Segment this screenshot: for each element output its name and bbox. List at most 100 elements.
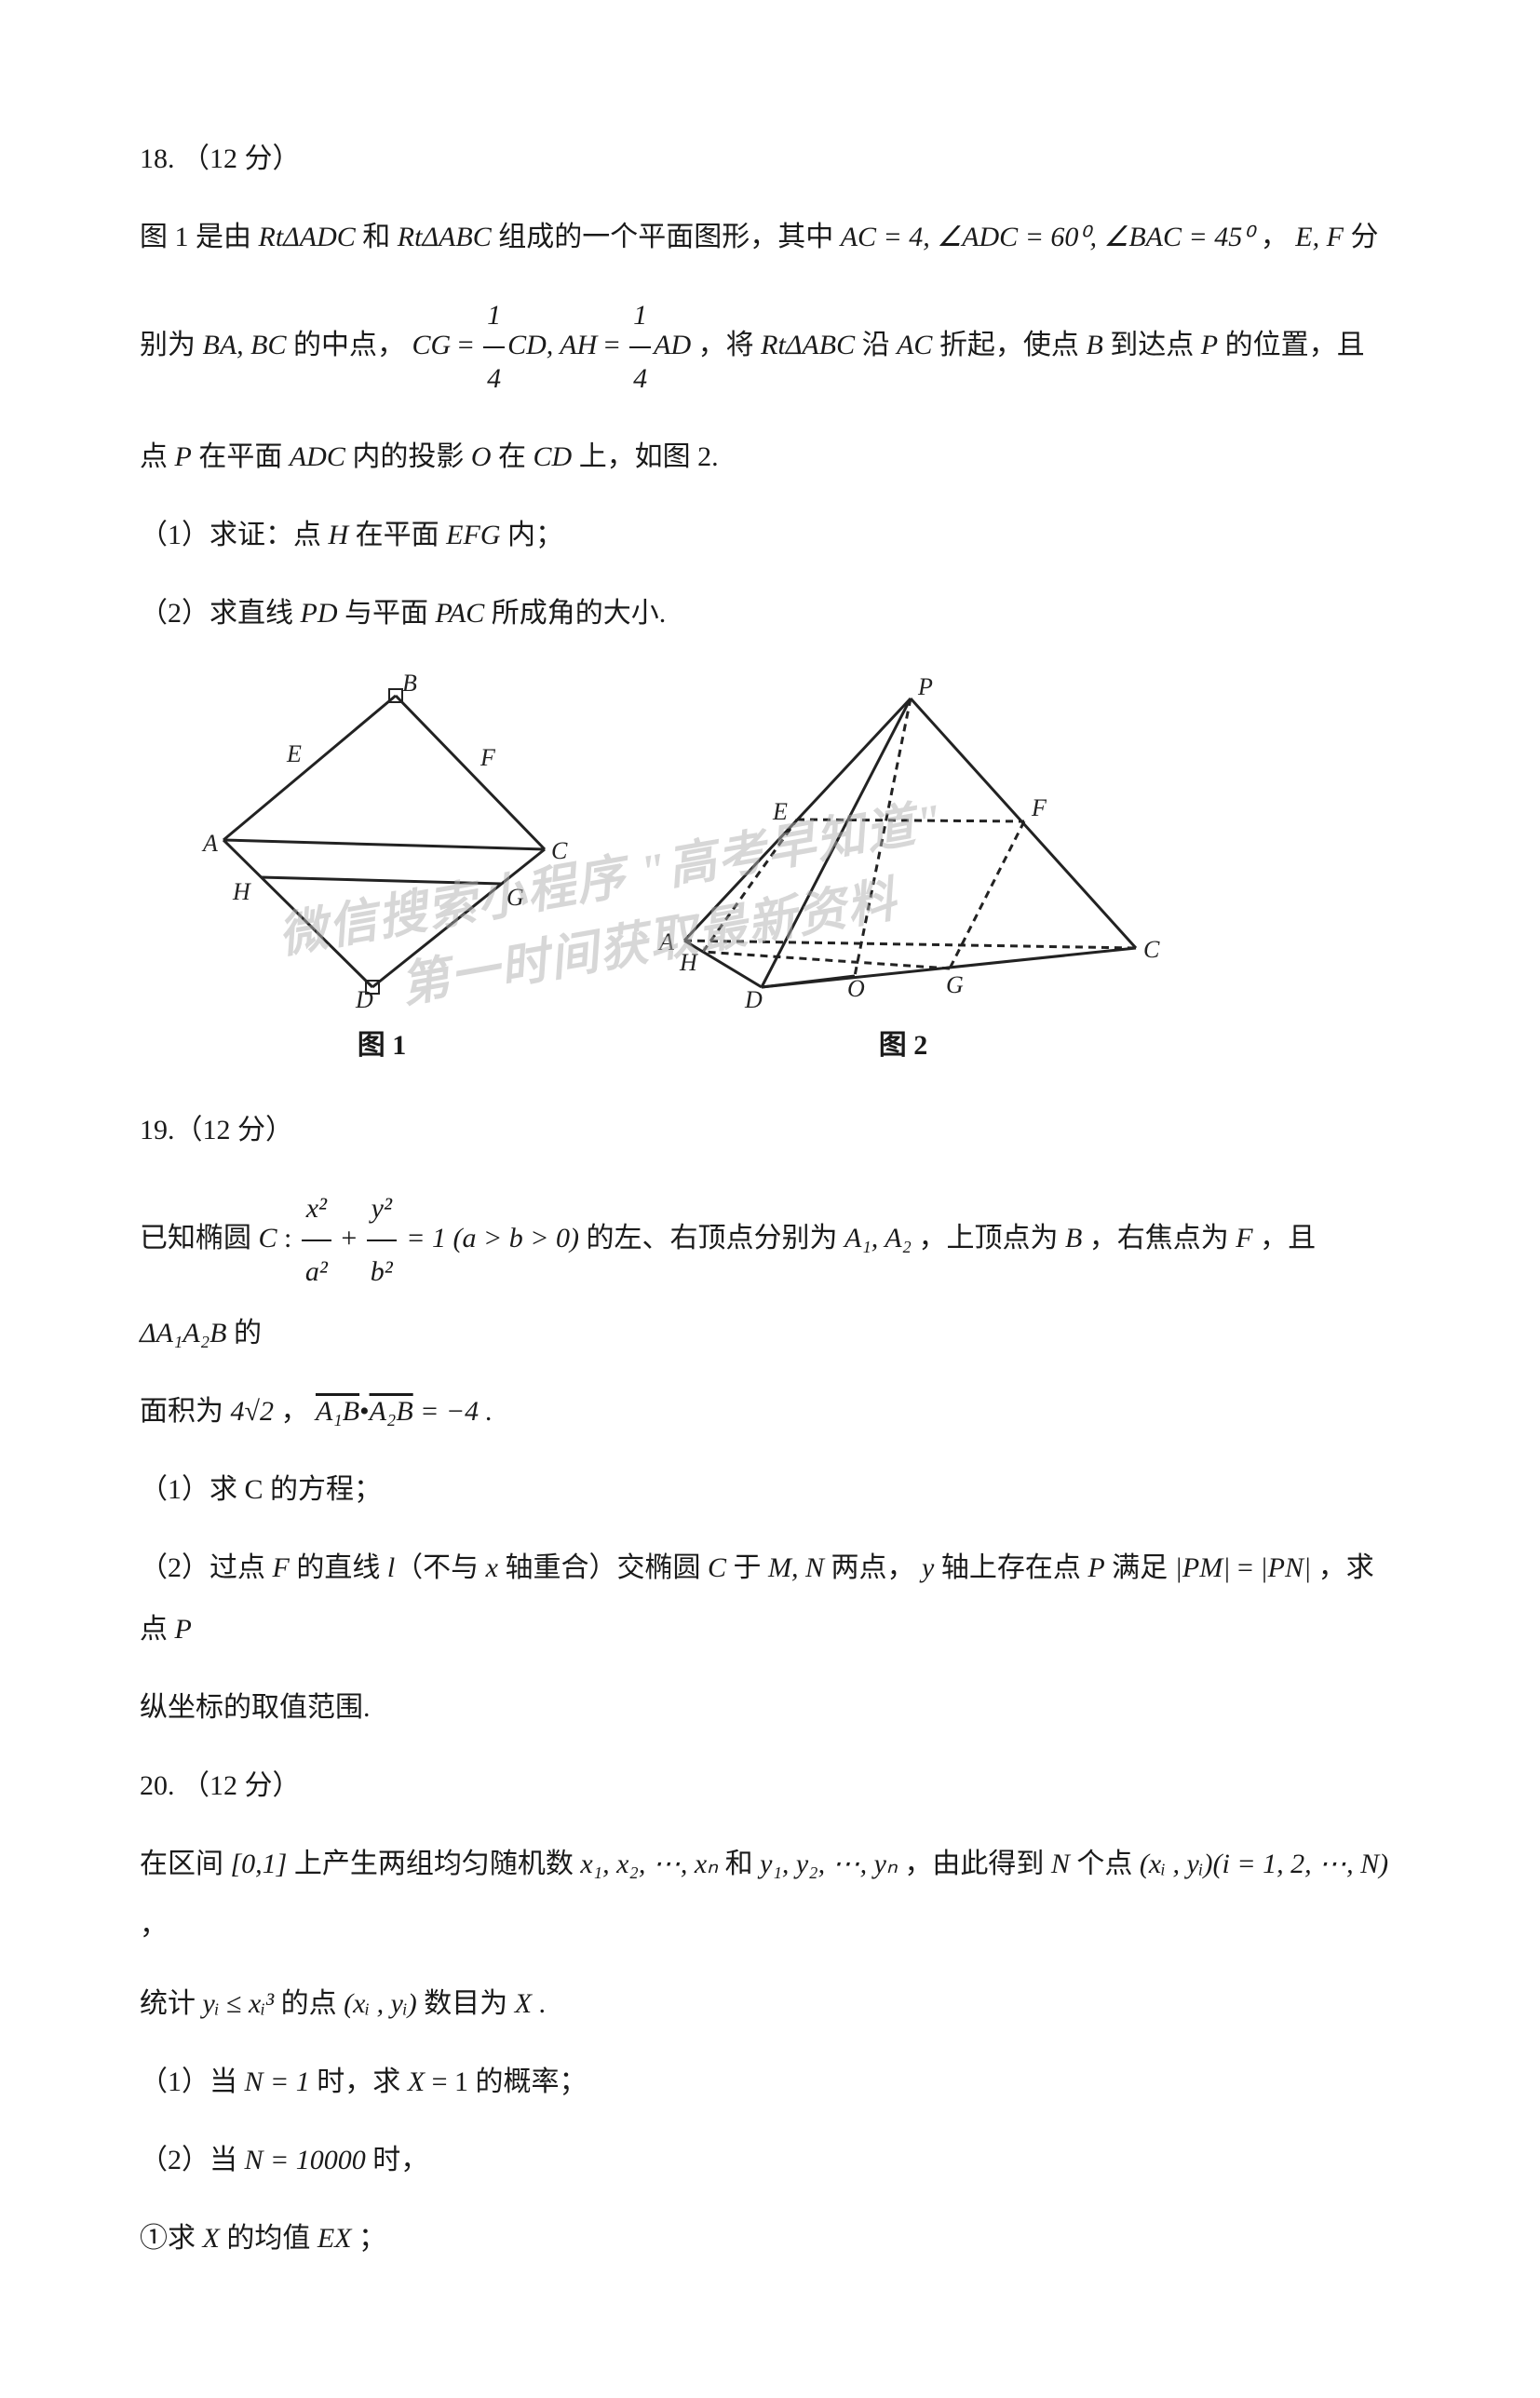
text: （2）当	[140, 2145, 245, 2175]
math: |PM|	[1175, 1552, 1231, 1583]
text: 与平面	[338, 598, 436, 629]
math: H	[329, 520, 349, 550]
math: F	[273, 1552, 290, 1583]
math: C	[259, 1223, 277, 1253]
text: 分	[1344, 222, 1379, 252]
text: 图 1 是由	[140, 222, 259, 252]
math: CD	[534, 441, 573, 472]
text: 组成的一个平面图形，其中	[492, 222, 841, 252]
math: (xᵢ , yᵢ)(i = 1, 2, ⋯, N)	[1140, 1849, 1388, 1879]
math: x	[486, 1552, 498, 1583]
text: 的中点，	[287, 330, 412, 360]
text: ，	[274, 1396, 316, 1427]
math: = 1 (a > b > 0)	[399, 1223, 579, 1253]
svg-text:C: C	[1143, 936, 1160, 963]
text: 的左、右顶点分别为	[579, 1223, 844, 1253]
text: ①求	[140, 2223, 203, 2254]
math: E, F	[1295, 222, 1344, 252]
svg-text:E: E	[286, 740, 302, 767]
text: （1）当	[140, 2066, 245, 2097]
text: 在	[492, 441, 534, 472]
text: 沿	[855, 330, 897, 360]
q18-line1: 图 1 是由 RtΔADC 和 RtΔABC 组成的一个平面图形，其中 AC =…	[140, 207, 1400, 268]
q18-number: 18. （12 分）	[140, 129, 1400, 190]
text: ≤	[220, 1988, 249, 2019]
text: :	[277, 1223, 299, 1253]
numerator: 1	[629, 285, 651, 348]
numerator: x²	[302, 1178, 331, 1241]
q20-sub2: （2）当 N = 10000 时，	[140, 2130, 1400, 2191]
math: P	[1087, 1552, 1104, 1583]
text: 的直线	[290, 1552, 387, 1583]
q20-sub1: （1）当 N = 1 时，求 X = 1 的概率；	[140, 2052, 1400, 2113]
math: AC	[897, 330, 932, 360]
text: 的位置，且	[1218, 330, 1365, 360]
text: （2）求直线	[140, 598, 301, 629]
math: 4√2	[231, 1396, 274, 1427]
svg-text:H: H	[679, 949, 698, 976]
math: AD	[654, 330, 691, 360]
text: （1）求证：点	[140, 520, 329, 550]
math: CG	[412, 330, 452, 360]
math: F	[1236, 1223, 1252, 1253]
text: =	[1230, 1552, 1260, 1583]
math: [0,1]	[231, 1849, 288, 1879]
math: C	[708, 1552, 726, 1583]
text: 统计	[140, 1988, 203, 2019]
text: ，右焦点为	[1082, 1223, 1236, 1253]
denominator: 4	[629, 348, 651, 410]
text: 已知椭圆	[140, 1223, 259, 1253]
text: 时，求	[310, 2066, 408, 2097]
text: 的点	[274, 1988, 344, 2019]
text: = 1 的概率；	[425, 2066, 587, 2097]
math: AC = 4, ∠ADC = 60⁰, ∠BAC = 45⁰	[841, 222, 1254, 252]
math: ΔA₁A₂B	[140, 1318, 226, 1348]
text: 面积为	[140, 1396, 231, 1427]
svg-text:F: F	[480, 744, 496, 771]
svg-text:P: P	[917, 673, 933, 700]
math: N	[1051, 1849, 1070, 1879]
text: ，将	[691, 330, 761, 360]
q19-number: 19.（12 分）	[140, 1100, 1400, 1161]
text: 的	[226, 1318, 262, 1348]
math: B	[1086, 330, 1102, 360]
math: EFG	[446, 520, 500, 550]
math: RtΔADC	[259, 222, 356, 252]
text: ，由此得到	[898, 1849, 1051, 1879]
math: xᵢ³	[249, 1988, 274, 2019]
text: ，且	[1253, 1223, 1317, 1253]
math: EX	[317, 2223, 352, 2254]
text: （不与	[395, 1552, 486, 1583]
fraction: x²a²	[302, 1178, 331, 1303]
text: 所成角的大小.	[484, 598, 666, 629]
math: = 10000	[263, 2145, 366, 2175]
q19-line2: 面积为 4√2 ， A₁B•A₂B = −4 .	[140, 1381, 1400, 1443]
text: =	[451, 330, 480, 360]
q18-sub1: （1）求证：点 H 在平面 EFG 内；	[140, 505, 1400, 566]
text: 上产生两组均匀随机数	[287, 1849, 580, 1879]
svg-text:E: E	[772, 798, 788, 825]
fraction: 14	[483, 285, 505, 410]
q20-number: 20. （12 分）	[140, 1755, 1400, 1817]
svg-text:O: O	[847, 975, 865, 1002]
q18-sub2: （2）求直线 PD 与平面 PAC 所成角的大小.	[140, 583, 1400, 644]
math: CD, AH	[507, 330, 597, 360]
text: 的均值	[220, 2223, 317, 2254]
denominator: 4	[483, 348, 505, 410]
svg-text:H: H	[232, 878, 251, 905]
math: |PN|	[1260, 1552, 1311, 1583]
svg-text:D: D	[744, 986, 763, 1008]
math: X	[515, 1988, 532, 2019]
text: ，	[1253, 222, 1295, 252]
text: 满足	[1105, 1552, 1175, 1583]
math: x₁, x₂, ⋯, xₙ	[580, 1849, 718, 1879]
math: M, N	[768, 1552, 824, 1583]
vector: A₂B	[370, 1396, 413, 1427]
math: X	[408, 2066, 425, 2097]
text: ；	[351, 2223, 386, 2254]
denominator: a²	[302, 1241, 331, 1303]
svg-text:F: F	[1031, 794, 1047, 821]
fraction: 14	[629, 285, 651, 410]
text: 两点，	[824, 1552, 922, 1583]
text: +	[334, 1223, 364, 1253]
